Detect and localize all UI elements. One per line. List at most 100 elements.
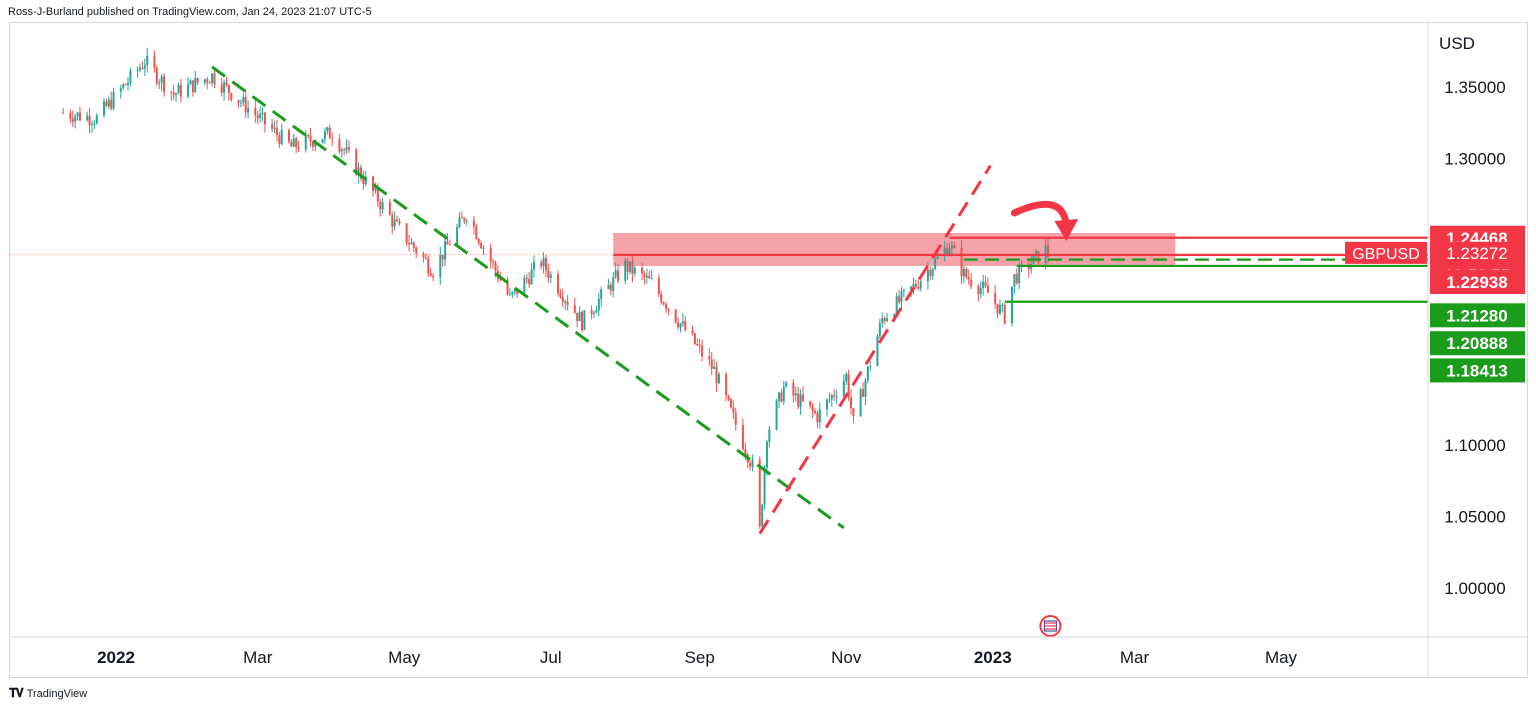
candle-body	[196, 78, 199, 83]
candle-body	[102, 101, 105, 116]
candle-body	[141, 67, 144, 69]
candle-body	[187, 84, 190, 97]
candle-body	[362, 178, 365, 185]
candle-body	[129, 70, 132, 83]
candle-body	[256, 115, 259, 119]
candle-body	[153, 55, 156, 68]
candle-body	[581, 311, 583, 331]
candle-body	[391, 214, 394, 227]
candle-body	[725, 374, 728, 396]
y-tick-label: 1.10000	[1444, 436, 1505, 455]
candle-body	[794, 393, 797, 396]
candle-body	[227, 84, 230, 94]
candle-body	[523, 277, 526, 294]
candle-body	[475, 226, 478, 240]
candle-body	[662, 302, 665, 305]
candle-body	[595, 310, 598, 313]
candle-body	[715, 366, 718, 384]
candle-body	[170, 91, 173, 93]
candle-body	[818, 409, 821, 423]
candle-body	[444, 241, 447, 260]
candle-body	[768, 429, 771, 442]
candle-body	[883, 318, 886, 321]
candle-body	[331, 138, 334, 140]
candle-body	[917, 287, 920, 289]
candle-body	[657, 278, 660, 294]
candle-body	[381, 202, 384, 210]
price-label: 1.21280	[1446, 306, 1507, 325]
candle-body	[287, 130, 290, 142]
candle-body	[230, 93, 233, 101]
candle-body	[629, 261, 632, 272]
candle-body	[828, 399, 831, 401]
candle-body	[119, 88, 122, 92]
candle-body	[684, 321, 687, 331]
candle-body	[448, 244, 451, 246]
candle-body	[943, 247, 946, 257]
candle-body	[239, 102, 242, 104]
candle-body	[607, 284, 610, 290]
candle-body	[850, 397, 853, 409]
candle-body	[708, 356, 711, 360]
candle-body	[777, 392, 780, 401]
candle-body	[465, 220, 468, 222]
candle-body	[323, 131, 326, 140]
y-tick-label: 1.30000	[1444, 150, 1505, 169]
candle-body	[328, 127, 331, 139]
price-chart[interactable]: USD 1.35000 1.30000 1.10000 1.05000 1.00000 20…	[10, 23, 1527, 677]
candle-body	[732, 407, 735, 413]
candle-body	[439, 255, 442, 278]
candle-body	[472, 220, 475, 227]
candle-body	[998, 304, 1001, 314]
candle-body	[809, 400, 812, 406]
candle-body	[189, 80, 192, 85]
candle-body	[698, 344, 701, 346]
candle-body	[237, 100, 240, 103]
candle-body	[494, 262, 497, 271]
candle-body	[105, 101, 108, 107]
candle-body	[633, 267, 636, 274]
candle-body	[244, 96, 247, 113]
candle-body	[220, 84, 223, 93]
candle-body	[326, 127, 329, 132]
candle-body	[994, 292, 997, 304]
candle-body	[540, 262, 543, 267]
candle-body	[734, 412, 737, 425]
candle-body	[511, 292, 514, 295]
candle-body	[919, 281, 922, 289]
price-label-bg	[1430, 303, 1525, 328]
candle-body	[122, 84, 125, 89]
candle-body	[573, 305, 576, 313]
candle-body	[508, 294, 511, 296]
candle-body	[208, 82, 211, 84]
tradingview-footer[interactable]: 𝐓𝐕 TradingView	[9, 686, 87, 701]
x-tick-label: Mar	[243, 648, 273, 667]
candle-body	[681, 321, 684, 324]
candle-body	[729, 399, 732, 408]
candle-body	[211, 73, 214, 83]
candle-body	[910, 286, 913, 290]
candle-body	[146, 55, 149, 66]
candle-body	[463, 218, 466, 222]
candle-body	[977, 286, 980, 294]
candle-body	[364, 176, 367, 185]
candle-body	[782, 386, 785, 402]
candle-body	[213, 73, 216, 85]
candle-body	[833, 395, 836, 397]
candle-body	[643, 273, 646, 278]
candle-body	[398, 221, 401, 224]
x-tick-label: Jul	[540, 648, 562, 667]
footer-brand: TradingView	[26, 687, 88, 700]
candle-body	[576, 312, 579, 321]
candle-body	[275, 127, 278, 136]
candle-body	[564, 301, 567, 303]
candle-body	[261, 112, 264, 114]
candle-body	[1010, 286, 1013, 324]
candle-body	[561, 296, 564, 302]
candle-body	[953, 245, 956, 248]
candle-body	[309, 135, 312, 142]
candle-body	[816, 412, 819, 423]
candle-body	[761, 504, 764, 527]
candle-body	[1015, 274, 1018, 284]
candle-body	[967, 277, 970, 280]
